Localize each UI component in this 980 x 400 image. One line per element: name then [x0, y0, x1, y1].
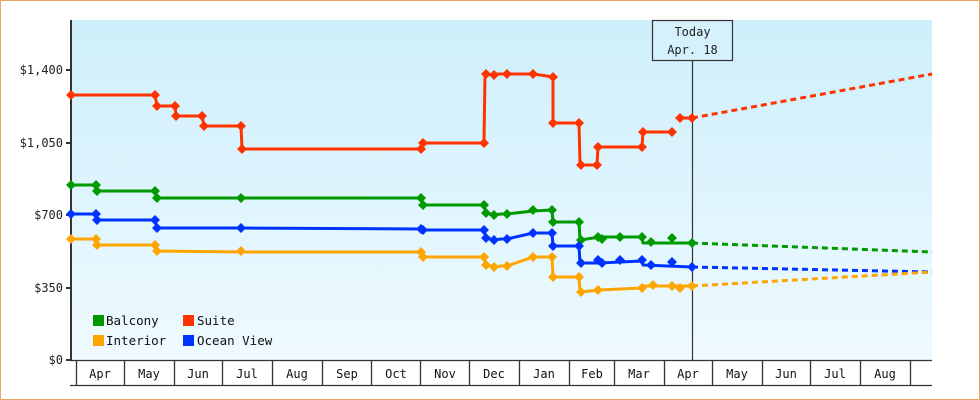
- balcony-swatch-icon: [93, 315, 104, 326]
- today-label: Today: [674, 25, 710, 39]
- month-label: Mar: [628, 367, 650, 381]
- month-label: Jun: [187, 367, 209, 381]
- series-balcony: [66, 180, 933, 254]
- month-label: Sep: [336, 367, 358, 381]
- y-axis-labels: $0 $350 $700 $1,050 $1,400: [20, 63, 63, 367]
- month-label: Jan: [533, 367, 555, 381]
- series-interior: [66, 234, 933, 297]
- legend-label: Balcony: [106, 313, 159, 328]
- month-label: Aug: [286, 367, 308, 381]
- legend-label: Suite: [197, 313, 235, 328]
- series-suite: [66, 69, 933, 170]
- month-label: Apr: [89, 367, 111, 381]
- plot-area: [71, 20, 932, 360]
- month-label: Apr: [677, 367, 699, 381]
- series-ocean-view: [66, 209, 933, 274]
- y-tick-label: $350: [34, 281, 63, 295]
- today-marker: Today Apr. 18: [651, 19, 734, 360]
- legend-item-ocean-view[interactable]: Ocean View: [183, 333, 273, 348]
- today-date: Apr. 18: [667, 43, 718, 57]
- legend-label: Interior: [106, 333, 167, 348]
- y-tick-label: $1,400: [20, 63, 63, 77]
- y-tick-label: $0: [49, 353, 63, 367]
- month-label: Jul: [236, 367, 258, 381]
- y-tick-label: $1,050: [20, 136, 63, 150]
- interior-swatch-icon: [93, 335, 104, 346]
- month-label: Aug: [874, 367, 896, 381]
- month-label: May: [726, 367, 748, 381]
- y-tick-label: $700: [34, 208, 63, 222]
- legend-item-balcony[interactable]: Balcony: [93, 313, 159, 328]
- legend-item-interior[interactable]: Interior: [93, 333, 167, 348]
- month-label: Jun: [775, 367, 797, 381]
- x-axis-labels: Apr May Jun Jul Aug Sep Oct Nov Dec Jan …: [89, 367, 896, 381]
- x-axis: [70, 359, 932, 387]
- suite-swatch-icon: [183, 315, 194, 326]
- month-label: May: [138, 367, 160, 381]
- month-label: Feb: [581, 367, 603, 381]
- legend-item-suite[interactable]: Suite: [183, 313, 235, 328]
- month-label: Jul: [824, 367, 846, 381]
- legend-label: Ocean View: [197, 333, 273, 348]
- month-label: Oct: [385, 367, 407, 381]
- ocean-view-swatch-icon: [183, 335, 194, 346]
- month-label: Nov: [434, 367, 456, 381]
- legend: Balcony Suite Interior Ocean View: [93, 313, 273, 348]
- month-label: Dec: [483, 367, 505, 381]
